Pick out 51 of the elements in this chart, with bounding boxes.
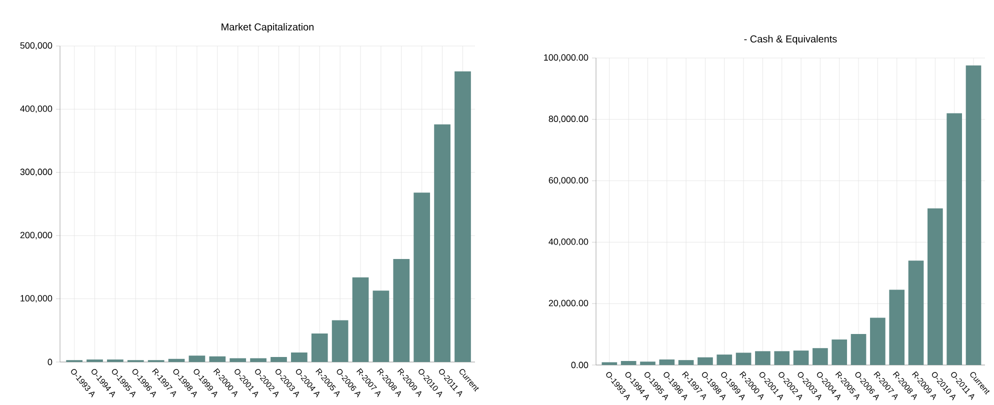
bar (291, 352, 308, 362)
y-tick-label: 80,000.00 (548, 116, 588, 124)
y-tick-label: 40,000.00 (548, 238, 588, 246)
y-tick-label: 300,000 (20, 168, 52, 176)
bar (966, 65, 982, 365)
y-tick-label: 0.00 (571, 362, 588, 368)
y-tick-label: 100,000 (20, 295, 52, 303)
y-tick-label: 0 (48, 358, 52, 366)
y-tick-label: 20,000.00 (548, 300, 588, 308)
bar (889, 290, 905, 365)
bar (736, 352, 752, 365)
bar (168, 358, 185, 362)
bar (107, 359, 124, 362)
bar (832, 340, 848, 365)
bar (850, 334, 866, 365)
bar (454, 71, 471, 362)
bar (352, 277, 369, 362)
bar (716, 354, 732, 365)
bar (678, 360, 694, 365)
bar (928, 208, 943, 365)
bar (946, 113, 962, 365)
chart-title: Market Capitalization (222, 23, 314, 32)
bar (774, 351, 790, 365)
bar (86, 359, 103, 362)
bar (793, 350, 809, 365)
bar (620, 361, 636, 365)
y-tick-label: 400,000 (20, 105, 52, 113)
bar (372, 290, 390, 362)
y-tick-label: 500,000 (20, 42, 52, 50)
y-tick-label: 100,000.00 (544, 54, 588, 62)
bar (250, 358, 266, 362)
bar (870, 318, 886, 365)
bar (602, 362, 618, 365)
bar (698, 357, 713, 365)
bar (434, 124, 450, 362)
y-tick-label: 200,000 (20, 232, 52, 240)
bar (812, 348, 828, 365)
chart-title: - Cash & Equivalents (744, 35, 837, 44)
bar (230, 358, 246, 362)
bar (908, 260, 924, 365)
bar (209, 356, 226, 362)
bar (270, 356, 287, 362)
bar (332, 320, 348, 362)
bar (659, 359, 675, 365)
bar (393, 258, 410, 362)
bar (640, 362, 656, 365)
bar (755, 351, 770, 365)
bar (414, 192, 430, 362)
bar (311, 334, 328, 362)
y-tick-label: 60,000.00 (548, 177, 588, 185)
bar (188, 356, 206, 362)
